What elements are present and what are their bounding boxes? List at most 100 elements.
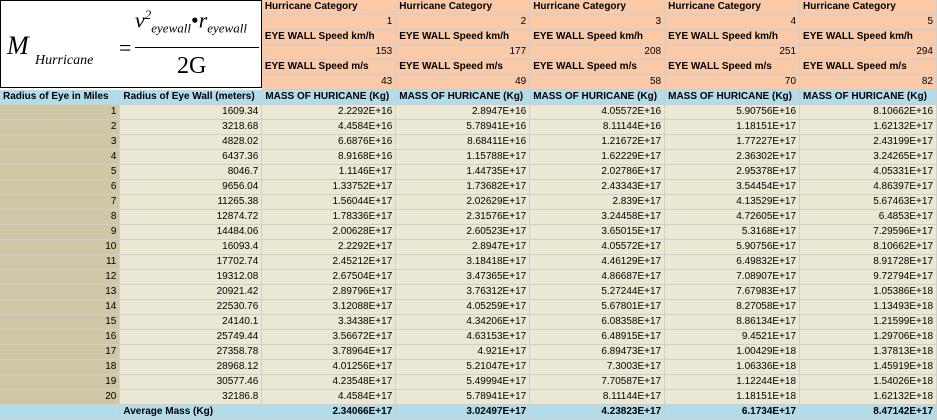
ms-label-cell[interactable]: EYE WALL Speed m/s (529, 59, 666, 75)
radius-miles-cell[interactable]: 19 (0, 374, 121, 390)
mass-cell[interactable]: 1.21672E+17 (529, 134, 666, 150)
mass-cell[interactable]: 1.78336E+17 (261, 209, 397, 225)
radius-miles-cell[interactable]: 18 (0, 359, 121, 375)
average-label[interactable]: Average Mass (Kg) (119, 404, 263, 420)
mass-cell[interactable]: 8.91728E+17 (799, 254, 937, 270)
mass-cell[interactable]: 1.13493E+18 (799, 299, 937, 315)
radius-meters-cell[interactable]: 28968.12 (119, 359, 263, 375)
radius-meters-cell[interactable]: 16093.4 (119, 239, 263, 255)
mass-cell[interactable]: 8.11144E+16 (529, 119, 666, 135)
average-mass-cell[interactable]: 3.02497E+17 (395, 404, 531, 420)
mass-cell[interactable]: 1.06336E+18 (664, 359, 801, 375)
mass-cell[interactable]: 4.46129E+17 (529, 254, 666, 270)
mass-cell[interactable]: 2.00628E+17 (261, 224, 397, 240)
radius-miles-cell[interactable]: 14 (0, 299, 121, 315)
category-label-cell[interactable]: Hurricane Category (664, 0, 801, 15)
radius-meters-cell[interactable]: 1609.34 (119, 104, 263, 120)
mass-cell[interactable]: 4.921E+17 (395, 344, 531, 360)
mass-cell[interactable]: 7.70587E+17 (529, 374, 666, 390)
mass-cell[interactable]: 2.67504E+17 (261, 269, 397, 285)
category-number-cell[interactable]: 1 (261, 14, 397, 30)
mass-cell[interactable]: 5.67463E+17 (799, 194, 937, 210)
mass-cell[interactable]: 2.839E+17 (529, 194, 666, 210)
mass-cell[interactable]: 9.4521E+17 (664, 329, 801, 345)
mass-cell[interactable]: 1.15788E+17 (395, 149, 531, 165)
ms-label-cell[interactable]: EYE WALL Speed m/s (395, 59, 531, 75)
radius-meters-cell[interactable]: 20921.42 (119, 284, 263, 300)
mass-cell[interactable]: 2.45212E+17 (261, 254, 397, 270)
radius-meters-cell[interactable]: 6437.36 (119, 149, 263, 165)
mass-cell[interactable]: 1.73682E+17 (395, 179, 531, 195)
mass-cell[interactable]: 6.4853E+17 (799, 209, 937, 225)
mass-cell[interactable]: 9.72794E+17 (799, 269, 937, 285)
mass-cell[interactable]: 4.05572E+16 (529, 104, 666, 120)
category-number-cell[interactable]: 2 (395, 14, 531, 30)
mass-cell[interactable]: 2.43343E+17 (529, 179, 666, 195)
mass-cell[interactable]: 4.05572E+17 (529, 239, 666, 255)
average-mass-cell[interactable]: 2.34066E+17 (261, 404, 397, 420)
mass-header[interactable]: MASS OF HURICANE (Kg) (261, 89, 397, 105)
radius-miles-cell[interactable]: 2 (0, 119, 121, 135)
ms-value-cell[interactable]: 43 (261, 74, 397, 90)
mass-cell[interactable]: 1.56044E+17 (261, 194, 397, 210)
mass-cell[interactable]: 4.05259E+17 (395, 299, 531, 315)
mass-cell[interactable]: 5.27244E+17 (529, 284, 666, 300)
mass-cell[interactable]: 2.31576E+17 (395, 209, 531, 225)
radius-miles-cell[interactable]: 4 (0, 149, 121, 165)
category-label-cell[interactable]: Hurricane Category (395, 0, 531, 15)
mass-cell[interactable]: 5.3168E+17 (664, 224, 801, 240)
mass-cell[interactable]: 1.54026E+18 (799, 374, 937, 390)
kmh-value-cell[interactable]: 208 (529, 44, 666, 60)
category-number-cell[interactable]: 5 (799, 14, 937, 30)
radius-meters-cell[interactable]: 11265.38 (119, 194, 263, 210)
radius-miles-cell[interactable]: 13 (0, 284, 121, 300)
radius-miles-cell[interactable]: 12 (0, 269, 121, 285)
mass-cell[interactable]: 8.10662E+17 (799, 239, 937, 255)
mass-cell[interactable]: 6.6876E+16 (261, 134, 397, 150)
ms-value-cell[interactable]: 58 (529, 74, 666, 90)
mass-cell[interactable]: 4.86397E+17 (799, 179, 937, 195)
mass-cell[interactable]: 8.11144E+17 (529, 389, 666, 405)
ms-label-cell[interactable]: EYE WALL Speed m/s (261, 59, 397, 75)
mass-cell[interactable]: 5.49994E+17 (395, 374, 531, 390)
mass-cell[interactable]: 1.45919E+18 (799, 359, 937, 375)
mass-cell[interactable]: 3.18418E+17 (395, 254, 531, 270)
radius-miles-cell[interactable]: 15 (0, 314, 121, 330)
category-label-cell[interactable]: Hurricane Category (799, 0, 937, 15)
mass-header[interactable]: MASS OF HURICANE (Kg) (799, 89, 937, 105)
mass-cell[interactable]: 4.72605E+17 (664, 209, 801, 225)
mass-cell[interactable]: 3.56672E+17 (261, 329, 397, 345)
mass-cell[interactable]: 2.2292E+17 (261, 239, 397, 255)
radius-miles-cell[interactable]: 7 (0, 194, 121, 210)
mass-cell[interactable]: 2.02786E+17 (529, 164, 666, 180)
mass-cell[interactable]: 1.77227E+17 (664, 134, 801, 150)
radius-miles-cell[interactable]: 3 (0, 134, 121, 150)
mass-cell[interactable]: 1.29706E+18 (799, 329, 937, 345)
mass-cell[interactable]: 8.10662E+16 (799, 104, 937, 120)
average-mass-cell[interactable]: 6.1734E+17 (664, 404, 801, 420)
mass-cell[interactable]: 5.78941E+17 (395, 389, 531, 405)
radius-meters-cell[interactable]: 25749.44 (119, 329, 263, 345)
mass-cell[interactable]: 8.27058E+17 (664, 299, 801, 315)
radius-meters-cell[interactable]: 17702.74 (119, 254, 263, 270)
mass-cell[interactable]: 7.08907E+17 (664, 269, 801, 285)
ms-value-cell[interactable]: 70 (664, 74, 801, 90)
mass-cell[interactable]: 5.90756E+17 (664, 239, 801, 255)
mass-cell[interactable]: 4.13529E+17 (664, 194, 801, 210)
ms-value-cell[interactable]: 82 (799, 74, 937, 90)
mass-cell[interactable]: 3.12088E+17 (261, 299, 397, 315)
average-blank[interactable] (0, 404, 121, 420)
mass-cell[interactable]: 4.05331E+17 (799, 164, 937, 180)
mass-cell[interactable]: 2.89796E+17 (261, 284, 397, 300)
mass-cell[interactable]: 2.02629E+17 (395, 194, 531, 210)
mass-cell[interactable]: 8.86134E+17 (664, 314, 801, 330)
category-number-cell[interactable]: 4 (664, 14, 801, 30)
mass-cell[interactable]: 3.78964E+17 (261, 344, 397, 360)
kmh-label-cell[interactable]: EYE WALL Speed km/h (799, 29, 937, 45)
mass-cell[interactable]: 3.65015E+17 (529, 224, 666, 240)
mass-cell[interactable]: 1.21599E+18 (799, 314, 937, 330)
radius-meters-cell[interactable]: 8046.7 (119, 164, 263, 180)
mass-cell[interactable]: 1.18151E+17 (664, 119, 801, 135)
kmh-value-cell[interactable]: 294 (799, 44, 937, 60)
radius-miles-cell[interactable]: 17 (0, 344, 121, 360)
